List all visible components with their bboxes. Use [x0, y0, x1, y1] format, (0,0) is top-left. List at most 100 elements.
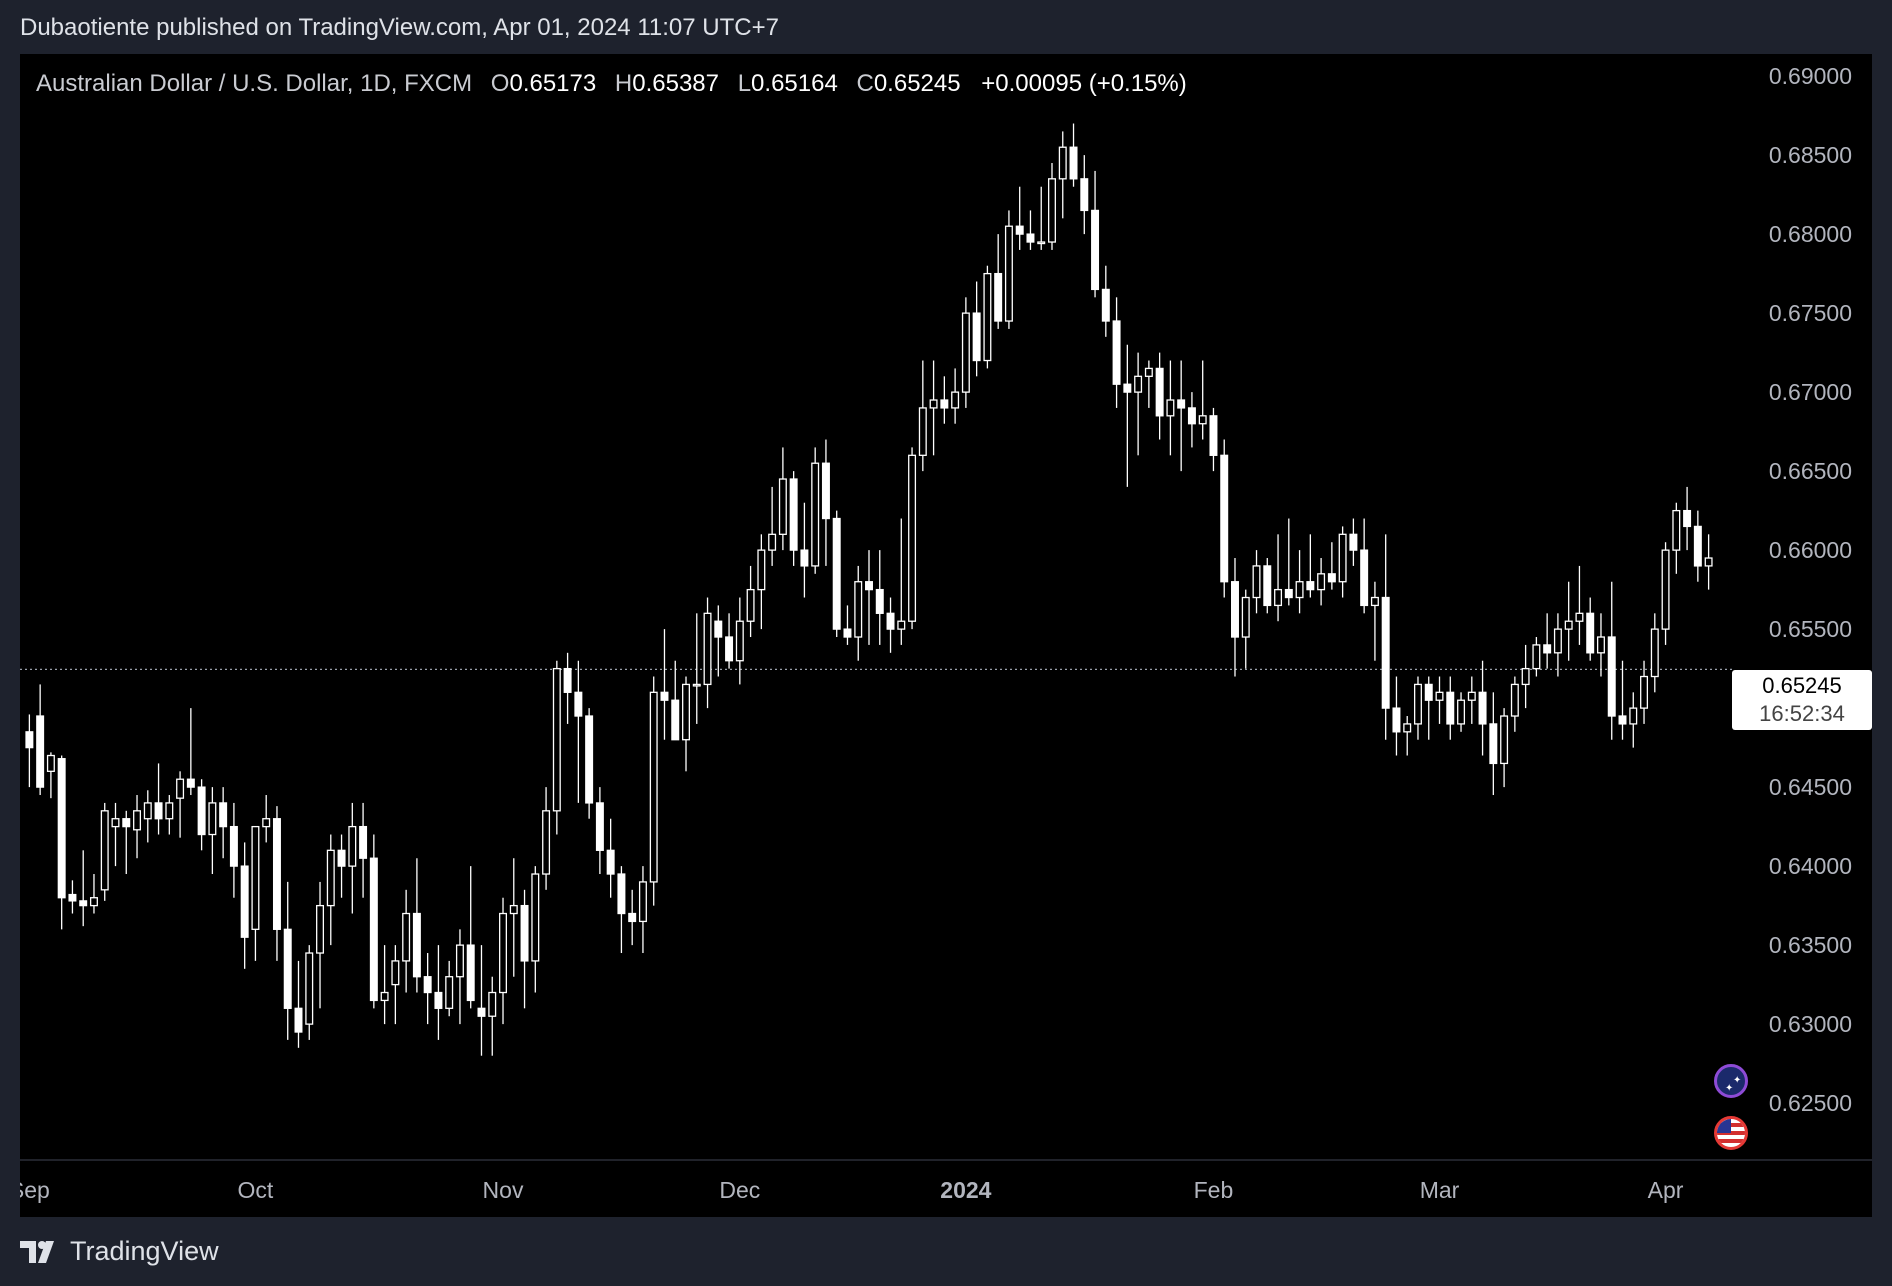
- tradingview-logo-icon: [20, 1240, 54, 1263]
- candle-body: [1586, 612, 1595, 654]
- candle-body: [821, 462, 830, 520]
- candle-body: [219, 802, 228, 828]
- candle-body: [1629, 707, 1638, 725]
- candle-body: [778, 478, 787, 535]
- x-tick-label: Dec: [719, 1177, 760, 1203]
- candle-body: [36, 715, 45, 788]
- candle-body: [1144, 367, 1153, 377]
- candle-body: [423, 976, 432, 994]
- candle-body: [208, 802, 217, 836]
- candle-body: [1284, 588, 1293, 599]
- candle-body: [337, 849, 346, 867]
- candle-body: [89, 897, 98, 907]
- candle-body: [800, 549, 809, 567]
- candle-body: [1209, 415, 1218, 456]
- low-label: L: [737, 70, 752, 97]
- x-tick-label: Sep: [20, 1177, 50, 1203]
- candle-body: [563, 667, 572, 693]
- last-price-badge: 0.65245 16:52:34: [1732, 670, 1872, 730]
- x-tick-label: Mar: [1420, 1177, 1460, 1203]
- x-tick-label: 2024: [940, 1177, 991, 1203]
- candle-body: [595, 802, 604, 851]
- candle-body: [520, 904, 529, 962]
- candle-body: [994, 272, 1003, 322]
- candle-body: [1123, 383, 1132, 393]
- candle-body: [714, 620, 723, 638]
- candle-body: [628, 912, 637, 923]
- candle-body: [940, 399, 949, 409]
- candle-body: [1263, 565, 1272, 607]
- candle-body: [1306, 581, 1315, 591]
- candle-body: [1112, 320, 1121, 385]
- candle-body: [1274, 588, 1283, 607]
- last-price: 0.65245: [1762, 673, 1842, 698]
- candle-body: [875, 588, 884, 614]
- candle-body: [68, 893, 77, 902]
- candle-body: [1424, 683, 1433, 701]
- candle-body: [789, 478, 798, 551]
- candle-body: [1435, 691, 1444, 701]
- candle-body: [617, 873, 626, 915]
- candle-body: [391, 960, 400, 986]
- candle-body: [240, 865, 249, 938]
- candle-body: [585, 715, 594, 804]
- change-value: +0.00095 (+0.15%): [981, 70, 1187, 97]
- candle-body: [1575, 612, 1584, 622]
- candle-body: [972, 312, 981, 362]
- x-tick-label: Feb: [1194, 1177, 1234, 1203]
- us-flag-icon[interactable]: [1714, 1116, 1748, 1150]
- candle-body: [1553, 628, 1562, 654]
- y-tick-label: 0.67500: [1769, 300, 1852, 326]
- candle-body: [1015, 225, 1024, 235]
- candle-body: [412, 912, 421, 978]
- candle-body: [133, 810, 142, 831]
- candle-body: [1413, 683, 1422, 725]
- candle-body: [57, 758, 66, 899]
- high-label: H: [614, 70, 633, 97]
- candle-body: [186, 778, 195, 788]
- candle-body: [1048, 178, 1056, 243]
- candle-body: [1134, 375, 1143, 393]
- candle-body: [843, 628, 852, 638]
- candle-body: [832, 517, 841, 630]
- candle-body: [359, 825, 368, 859]
- candle-body: [445, 976, 454, 1009]
- x-tick-label: Oct: [238, 1177, 274, 1203]
- chart-panel[interactable]: 0.625000.630000.635000.640000.645000.650…: [20, 54, 1872, 1217]
- candle-body: [176, 778, 185, 799]
- candle-body: [671, 699, 680, 741]
- candle-body: [305, 952, 314, 1025]
- candle-body: [1467, 691, 1476, 701]
- candle-body: [294, 1007, 303, 1033]
- australia-flag-icon[interactable]: ✦ ✦: [1714, 1064, 1748, 1098]
- candle-body: [552, 667, 561, 812]
- candle-body: [1360, 549, 1369, 607]
- candle-body: [660, 691, 669, 701]
- publisher-caption: Dubaotiente published on TradingView.com…: [20, 14, 779, 41]
- candle-body: [1327, 573, 1336, 583]
- candle-body: [638, 881, 647, 923]
- candle-body: [1683, 509, 1692, 528]
- candle-body: [1058, 146, 1067, 180]
- candle-body: [725, 636, 734, 662]
- candle-body: [886, 612, 895, 630]
- candle-body: [908, 454, 917, 622]
- candlestick-chart[interactable]: 0.625000.630000.635000.640000.645000.650…: [20, 54, 1872, 1217]
- candle-body: [531, 873, 540, 962]
- candle-body: [929, 399, 938, 409]
- y-tick-label: 0.64000: [1769, 853, 1852, 879]
- candle-body: [1069, 146, 1078, 180]
- candle-body: [983, 272, 992, 362]
- candle-body: [1004, 225, 1013, 322]
- candle-body: [1543, 644, 1552, 654]
- candle-body: [165, 802, 174, 820]
- close-label: C: [856, 70, 874, 97]
- candle-body: [1521, 667, 1530, 686]
- candle-body: [283, 928, 292, 1009]
- x-tick-label: Nov: [483, 1177, 524, 1203]
- candle-body: [229, 825, 238, 867]
- candle-body: [466, 944, 475, 1002]
- candle-body: [811, 462, 820, 567]
- candle-body: [402, 912, 411, 962]
- candle-body: [251, 825, 260, 930]
